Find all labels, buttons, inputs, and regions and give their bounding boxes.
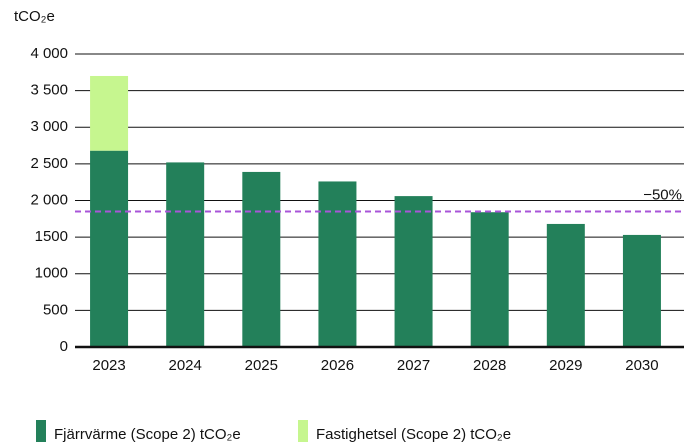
x-tick-label: 2028 <box>473 357 506 374</box>
x-tick-label: 2030 <box>625 357 658 374</box>
y-axis-label: tCO₂e <box>14 8 55 25</box>
y-tick-label: 2 500 <box>30 155 68 172</box>
legend-swatch <box>298 420 308 442</box>
bar <box>622 234 661 347</box>
legend-label: Fjärrvärme (Scope 2) tCO₂e <box>54 426 241 443</box>
x-tick-label: 2024 <box>169 357 202 374</box>
bar <box>546 223 585 347</box>
bar <box>90 75 129 151</box>
y-tick-label: 3 000 <box>30 118 68 135</box>
bar <box>166 162 205 347</box>
legend-swatch <box>36 420 46 442</box>
reference-label: −50% <box>643 186 682 203</box>
x-tick-label: 2027 <box>397 357 430 374</box>
y-tick-label: 2 000 <box>30 191 68 208</box>
y-tick-label: 1500 <box>35 228 68 245</box>
bar <box>242 171 281 347</box>
legend-label: Fastighetsel (Scope 2) tCO₂e <box>316 426 511 443</box>
x-tick-label: 2025 <box>245 357 278 374</box>
x-tick-label: 2026 <box>321 357 354 374</box>
x-tick-label: 2023 <box>92 357 125 374</box>
x-tick-label: 2029 <box>549 357 582 374</box>
bar <box>90 150 129 347</box>
y-tick-label: 500 <box>43 301 68 318</box>
y-tick-label: 4 000 <box>30 45 68 62</box>
y-tick-label: 3 500 <box>30 82 68 99</box>
bar <box>470 212 509 347</box>
y-tick-label: 0 <box>60 338 68 355</box>
bar <box>318 181 357 347</box>
y-tick-label: 1000 <box>35 265 68 282</box>
bar <box>394 196 433 347</box>
